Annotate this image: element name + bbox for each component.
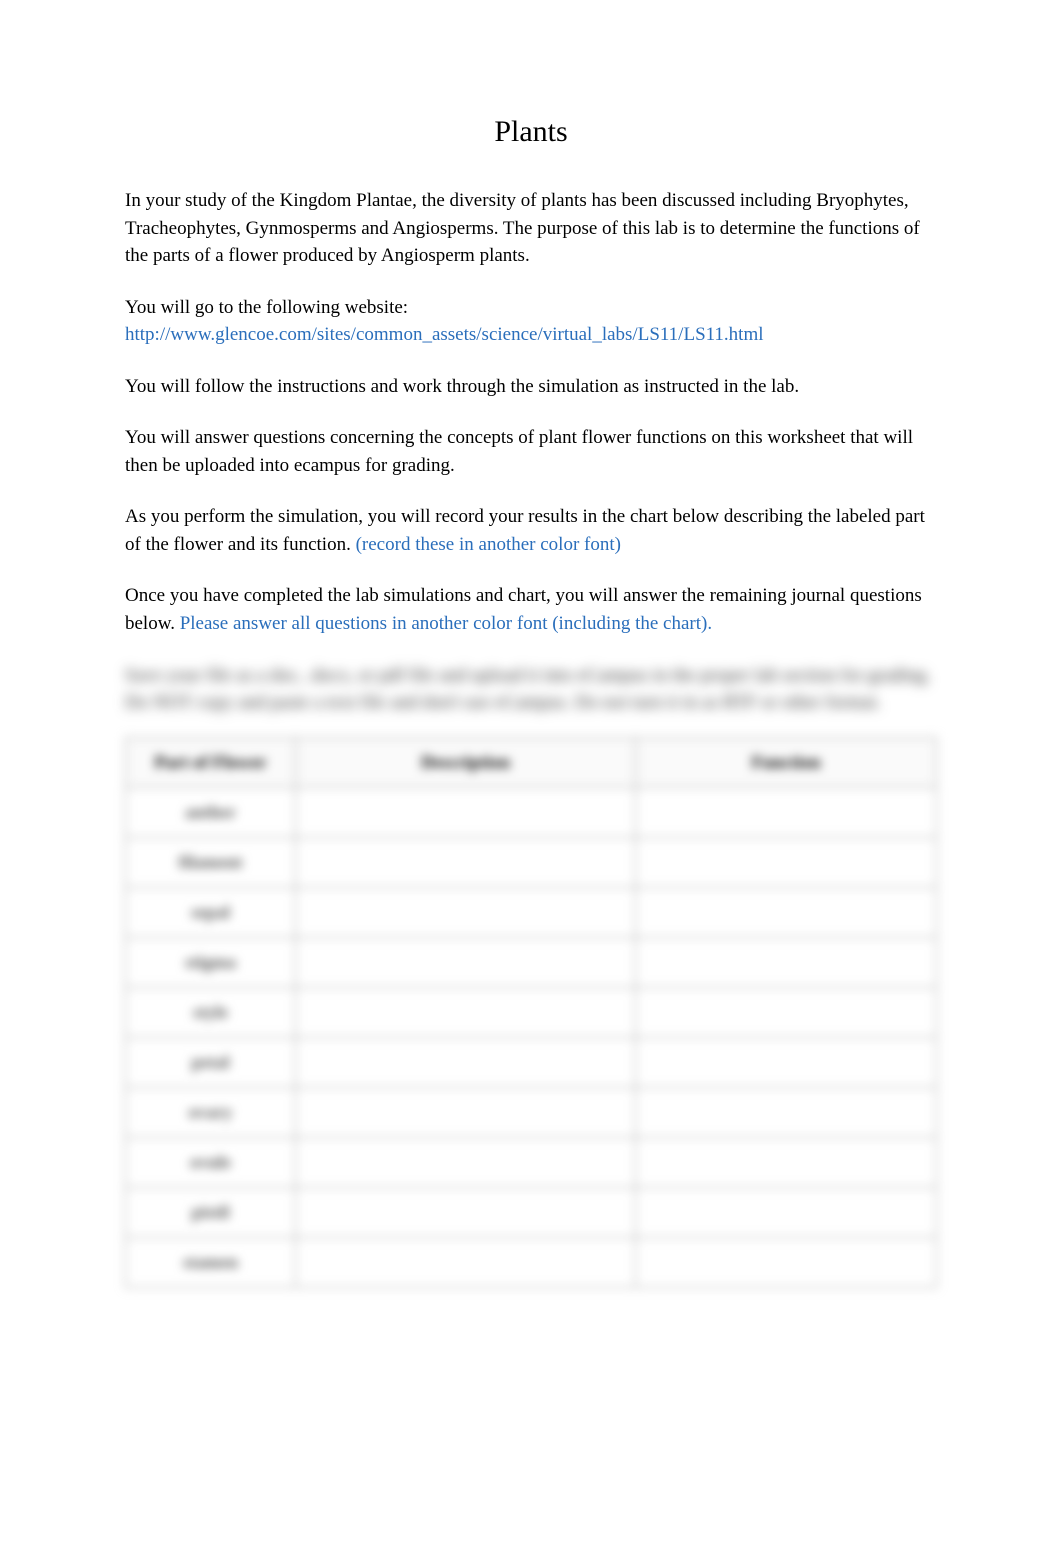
- function-cell: [636, 787, 937, 837]
- table-row: ovule: [126, 1137, 937, 1187]
- part-cell: pistil: [126, 1187, 296, 1237]
- part-cell: filament: [126, 837, 296, 887]
- follow-instructions-paragraph: You will follow the instructions and wor…: [125, 373, 937, 401]
- part-cell: petal: [126, 1037, 296, 1087]
- blurred-text-line: Save your file as a doc, .docx, or pdf f…: [125, 662, 937, 717]
- journal-paragraph: Once you have completed the lab simulati…: [125, 582, 937, 637]
- table-row: petal: [126, 1037, 937, 1087]
- part-cell: ovary: [126, 1087, 296, 1137]
- description-cell: [296, 1187, 636, 1237]
- function-cell: [636, 1187, 937, 1237]
- flower-parts-table: Part of Flower Description Function anth…: [125, 737, 937, 1288]
- description-cell: [296, 1237, 636, 1287]
- description-cell: [296, 787, 636, 837]
- col-header-function: Function: [636, 737, 937, 787]
- table-row: filament: [126, 837, 937, 887]
- part-cell: ovule: [126, 1137, 296, 1187]
- part-cell: sepal: [126, 887, 296, 937]
- col-header-part: Part of Flower: [126, 737, 296, 787]
- description-cell: [296, 937, 636, 987]
- website-paragraph: You will go to the following website: ht…: [125, 294, 937, 349]
- function-cell: [636, 1237, 937, 1287]
- page-title: Plants: [125, 115, 937, 149]
- col-header-description: Description: [296, 737, 636, 787]
- description-cell: [296, 887, 636, 937]
- description-cell: [296, 837, 636, 887]
- table-row: stigma: [126, 937, 937, 987]
- table-row: style: [126, 987, 937, 1037]
- website-lead-text: You will go to the following website:: [125, 297, 408, 318]
- part-cell: stamen: [126, 1237, 296, 1287]
- answer-questions-paragraph: You will answer questions concerning the…: [125, 424, 937, 479]
- record-results-paragraph: As you perform the simulation, you will …: [125, 503, 937, 558]
- table-header-row: Part of Flower Description Function: [126, 737, 937, 787]
- part-cell: style: [126, 987, 296, 1037]
- table-row: sepal: [126, 887, 937, 937]
- function-cell: [636, 1137, 937, 1187]
- function-cell: [636, 1087, 937, 1137]
- description-cell: [296, 987, 636, 1037]
- table-row: ovary: [126, 1087, 937, 1137]
- description-cell: [296, 1137, 636, 1187]
- part-cell: stigma: [126, 937, 296, 987]
- function-cell: [636, 1037, 937, 1087]
- website-link[interactable]: http://www.glencoe.com/sites/common_asse…: [125, 324, 764, 345]
- flower-parts-table-wrap: Part of Flower Description Function anth…: [125, 737, 937, 1288]
- table-row: anther: [126, 787, 937, 837]
- function-cell: [636, 987, 937, 1037]
- table-row: pistil: [126, 1187, 937, 1237]
- blurred-instructions: Save your file as a doc, .docx, or pdf f…: [125, 662, 937, 717]
- function-cell: [636, 837, 937, 887]
- description-cell: [296, 1037, 636, 1087]
- function-cell: [636, 937, 937, 987]
- record-results-note: (record these in another color font): [356, 534, 621, 555]
- part-cell: anther: [126, 787, 296, 837]
- table-row: stamen: [126, 1237, 937, 1287]
- function-cell: [636, 887, 937, 937]
- intro-paragraph: In your study of the Kingdom Plantae, th…: [125, 187, 937, 270]
- description-cell: [296, 1087, 636, 1137]
- journal-note: Please answer all questions in another c…: [180, 613, 712, 634]
